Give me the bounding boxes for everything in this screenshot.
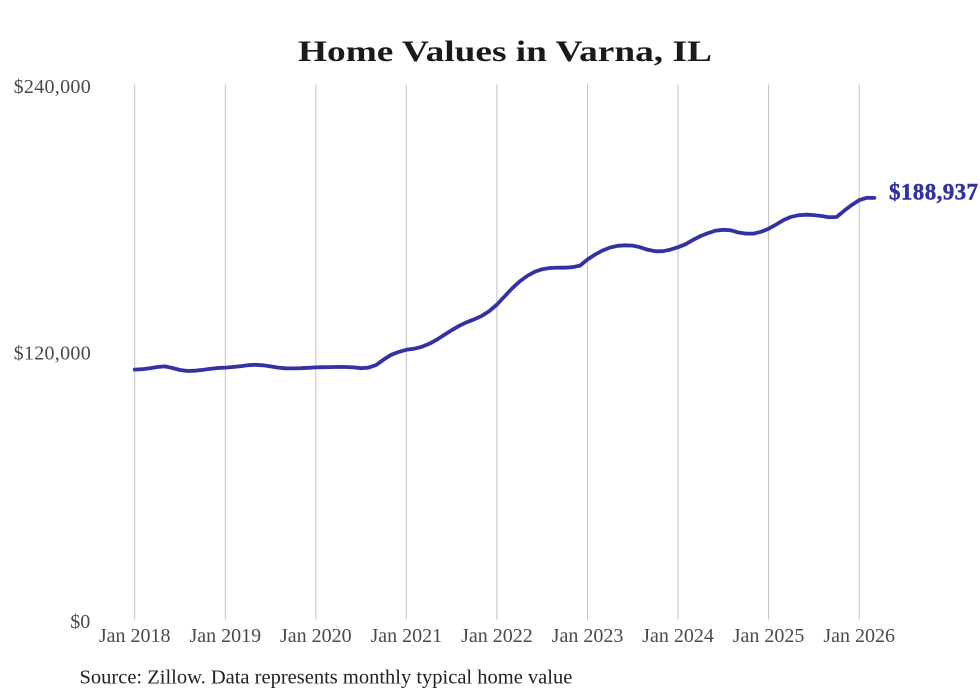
svg-text:Jan 2025: Jan 2025 <box>733 625 805 647</box>
svg-text:Jan 2019: Jan 2019 <box>189 625 261 647</box>
svg-text:$188,937: $188,937 <box>889 180 978 205</box>
svg-text:Jan 2023: Jan 2023 <box>552 625 624 647</box>
svg-text:Jan 2021: Jan 2021 <box>370 625 442 647</box>
svg-text:$240,000: $240,000 <box>14 76 91 98</box>
svg-text:Jan 2018: Jan 2018 <box>99 625 171 647</box>
svg-text:Jan 2026: Jan 2026 <box>823 625 895 647</box>
svg-text:Jan 2024: Jan 2024 <box>642 625 714 647</box>
svg-text:$120,000: $120,000 <box>14 343 91 365</box>
svg-text:Source: Zillow. Data represent: Source: Zillow. Data represents monthly … <box>80 667 573 689</box>
svg-text:Home Values in Varna, IL: Home Values in Varna, IL <box>298 35 712 68</box>
svg-text:$0: $0 <box>70 611 90 633</box>
svg-text:Jan 2022: Jan 2022 <box>461 625 533 647</box>
svg-text:Jan 2020: Jan 2020 <box>280 625 352 647</box>
